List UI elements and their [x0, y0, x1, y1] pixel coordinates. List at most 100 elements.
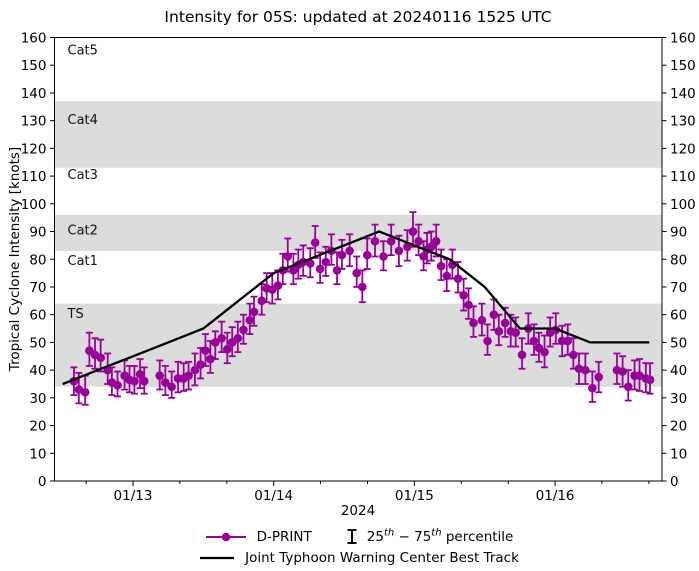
dprint-point [155, 371, 165, 380]
dprint-point [426, 242, 436, 252]
y-tick-label-right: 50 [670, 335, 687, 351]
dprint-point [494, 327, 504, 336]
band-cat4 [54, 101, 662, 168]
band-label-cat3: Cat3 [68, 168, 98, 183]
dprint-point [249, 307, 259, 317]
y-tick-label-right: 160 [670, 31, 696, 47]
dprint-point [511, 328, 520, 338]
dprint-point [233, 333, 243, 343]
dprint-point [517, 350, 527, 360]
dprint-point [362, 250, 372, 260]
dprint-point [345, 246, 354, 256]
dprint-point [500, 318, 510, 328]
y-tick-label-right: 40 [670, 363, 687, 379]
dprint-point [196, 360, 205, 369]
y-tick-label-left: 150 [21, 58, 47, 74]
y-tick-label-left: 0 [38, 474, 47, 490]
dprint-point [483, 336, 492, 346]
y-tick-label-left: 70 [29, 280, 46, 296]
dprint-point [80, 388, 90, 397]
dprint-point [477, 315, 487, 325]
dprint-point [211, 338, 220, 347]
best-track-legend-line-icon [200, 556, 235, 559]
dprint-point [184, 371, 193, 380]
legend-label-dprint: D-PRINT [256, 528, 312, 545]
y-tick-label-left: 20 [29, 419, 46, 435]
dprint-point [245, 315, 255, 325]
dprint-point [618, 367, 627, 376]
axes-spine [54, 37, 663, 482]
dprint-point [469, 318, 478, 328]
dprint-point [190, 365, 200, 375]
dprint-point [623, 382, 633, 392]
band-label-ts: TS [67, 307, 84, 322]
chart-title: Intensity for 05S: updated at 20240116 1… [164, 8, 552, 26]
dprint-point [453, 274, 463, 283]
dprint-point [419, 252, 428, 261]
y-tick-label-left: 110 [21, 169, 47, 185]
y-tick-label-right: 130 [670, 114, 696, 130]
dprint-point [206, 354, 215, 364]
x-tick-label: 01/16 [536, 488, 575, 504]
y-tick-label-right: 0 [670, 474, 679, 490]
dprint-point [139, 376, 149, 386]
dprint-point [135, 369, 145, 379]
band-label-cat4: Cat4 [68, 113, 98, 128]
band-label-cat2: Cat2 [68, 224, 98, 239]
y-tick-label-left: 10 [29, 446, 46, 462]
dprint-point [645, 375, 655, 385]
dprint-point [358, 282, 367, 292]
y-tick-label-left: 160 [21, 31, 47, 47]
dprint-point [442, 271, 452, 281]
y-tick-label-right: 20 [670, 419, 687, 435]
dprint-point [563, 336, 573, 346]
legend-label-best-track: Joint Typhoon Warning Center Best Track [245, 549, 519, 566]
dprint-point [489, 310, 499, 319]
dprint-point [161, 378, 170, 387]
dprint-point [379, 252, 388, 261]
y-tick-label-left: 120 [21, 141, 47, 157]
band-label-cat5: Cat5 [68, 43, 98, 58]
dprint-point [217, 333, 226, 343]
dprint-point [283, 252, 293, 261]
errorbar-legend-icon [347, 529, 357, 544]
dprint-legend-marker-icon [205, 532, 246, 541]
legend-row-2: Joint Typhoon Warning Center Best Track [9, 547, 699, 568]
y-tick-label-right: 60 [670, 308, 687, 324]
dprint-point [310, 238, 320, 247]
y-tick-label-left: 140 [21, 86, 47, 102]
dprint-point [96, 353, 105, 362]
y-tick-label-right: 120 [670, 141, 696, 157]
dprint-point [394, 246, 404, 256]
dprint-point [408, 227, 418, 236]
dprint-point [222, 345, 232, 354]
dprint-point [588, 383, 597, 393]
legend-row-1: D-PRINT 25th − 75th percentile [9, 526, 699, 547]
dprint-point [581, 365, 590, 375]
y-tick-label-left: 60 [29, 308, 46, 324]
dprint-point [273, 281, 283, 290]
y-tick-label-left: 90 [29, 225, 46, 241]
y-tick-label-left: 40 [29, 363, 46, 379]
y-tick-label-right: 10 [670, 446, 687, 462]
best-track-line [62, 230, 650, 386]
dprint-point [370, 236, 380, 246]
y-tick-label-right: 30 [670, 391, 687, 407]
dprint-point [569, 350, 578, 360]
dprint-point [332, 266, 342, 275]
dprint-point [305, 259, 315, 268]
dprint-point [130, 376, 139, 386]
dprint-point [352, 268, 362, 278]
y-tick-label-right: 90 [670, 225, 687, 241]
band-ts [54, 303, 662, 387]
y-tick-label-left: 50 [29, 335, 46, 351]
dprint-point [594, 372, 603, 382]
dprint-point [257, 296, 267, 306]
dprint-point [289, 266, 298, 275]
dprint-point [540, 347, 549, 357]
band-cat2 [54, 214, 662, 251]
y-tick-label-left: 80 [29, 252, 46, 268]
dprint-point [239, 325, 248, 335]
